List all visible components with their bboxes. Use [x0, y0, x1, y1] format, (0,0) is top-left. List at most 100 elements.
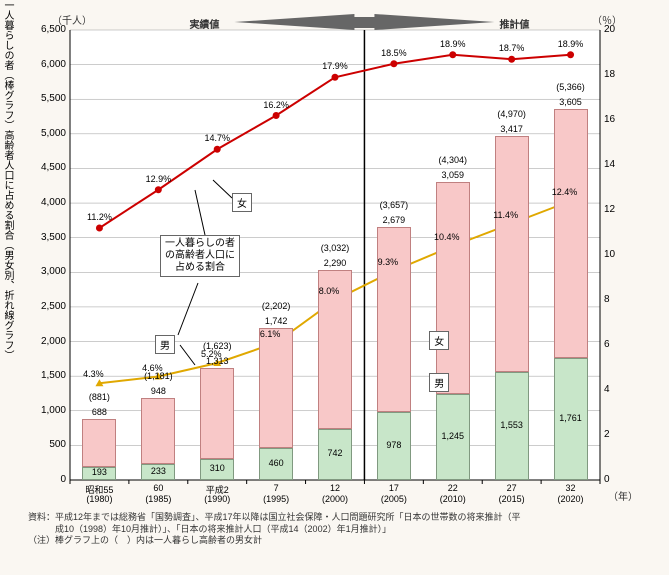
- val-female: 3,605: [545, 97, 597, 107]
- val-total: (1,181): [132, 371, 184, 381]
- ytick-left: 6,000: [26, 59, 66, 70]
- val-female: 2,290: [309, 258, 361, 268]
- xtick: 22: [427, 483, 479, 493]
- pct-male: 9.3%: [362, 257, 414, 267]
- xtick-year: (2010): [427, 494, 479, 504]
- ytick-right: 6: [604, 339, 610, 350]
- xtick: 27: [486, 483, 538, 493]
- pct-male: 5.2%: [185, 349, 237, 359]
- arrow-label-right: 推計値: [499, 16, 529, 31]
- xtick: 60: [132, 483, 184, 493]
- val-male: 978: [368, 440, 420, 450]
- xtick-year: (2000): [309, 494, 361, 504]
- bar-female: [436, 182, 470, 394]
- ytick-right: 4: [604, 384, 610, 395]
- ytick-left: 0: [26, 474, 66, 485]
- ytick-right: 2: [604, 429, 610, 440]
- pct-male: 11.4%: [480, 210, 532, 220]
- xtick-year: (1985): [132, 494, 184, 504]
- pct-male: 8.0%: [303, 286, 355, 296]
- val-female: 3,417: [486, 124, 538, 134]
- unit-left: （千人）: [52, 12, 92, 27]
- unit-x: （年）: [608, 488, 638, 503]
- pct-female: 18.7%: [486, 43, 538, 53]
- legend-female-box: 女: [429, 331, 449, 350]
- pct-female: 12.9%: [132, 174, 184, 184]
- ytick-left: 1,500: [26, 370, 66, 381]
- pct-male: 12.4%: [539, 187, 591, 197]
- bar-female: [141, 398, 175, 464]
- ytick-left: 1,000: [26, 405, 66, 416]
- bar-female: [554, 109, 588, 359]
- bar-female: [495, 136, 529, 373]
- pct-female: 16.2%: [250, 100, 302, 110]
- pct-female: 14.7%: [191, 133, 243, 143]
- val-total: (5,366): [545, 82, 597, 92]
- ytick-right: 8: [604, 294, 610, 305]
- val-male: 193: [73, 467, 125, 477]
- val-total: (2,202): [250, 301, 302, 311]
- val-female: 948: [132, 386, 184, 396]
- xtick-year: (2015): [486, 494, 538, 504]
- val-total: (4,304): [427, 155, 479, 165]
- xtick: 12: [309, 483, 361, 493]
- pct-female: 18.5%: [368, 48, 420, 58]
- val-male: 233: [132, 466, 184, 476]
- pct-male: 6.1%: [244, 329, 296, 339]
- ytick-left: 4,500: [26, 162, 66, 173]
- ytick-left: 5,000: [26, 128, 66, 139]
- pct-male: 4.3%: [67, 369, 119, 379]
- ytick-left: 3,000: [26, 266, 66, 277]
- xtick: 7: [250, 483, 302, 493]
- bar-female: [377, 227, 411, 412]
- xtick: 17: [368, 483, 420, 493]
- xtick: 32: [545, 483, 597, 493]
- val-female: 688: [73, 407, 125, 417]
- ytick-right: 0: [604, 474, 610, 485]
- bar-female: [82, 419, 116, 467]
- source-text: 資料：平成12年までは総務省「国勢調査」、平成17年以降は国立社会保障・人口問題…: [28, 512, 521, 547]
- ytick-right: 14: [604, 159, 615, 170]
- val-female: 2,679: [368, 215, 420, 225]
- pct-female: 11.2%: [73, 212, 125, 222]
- ytick-right: 10: [604, 249, 615, 260]
- val-female: 1,742: [250, 316, 302, 326]
- bar-female: [200, 368, 234, 459]
- pct-male: 10.4%: [421, 232, 473, 242]
- val-total: (3,032): [309, 243, 361, 253]
- val-total: (881): [73, 392, 125, 402]
- val-male: 1,245: [427, 431, 479, 441]
- annotation: 一人暮らしの者 の高齢者人口に 占める割合: [160, 235, 240, 277]
- unit-right: （％）: [592, 12, 622, 27]
- pct-female: 18.9%: [427, 39, 479, 49]
- legend-male: 男: [155, 335, 175, 354]
- val-female: 3,059: [427, 170, 479, 180]
- ytick-left: 500: [26, 439, 66, 450]
- val-male: 460: [250, 458, 302, 468]
- val-total: (3,657): [368, 200, 420, 210]
- bar-female: [259, 328, 293, 449]
- ytick-left: 2,500: [26, 301, 66, 312]
- ytick-left: 3,500: [26, 232, 66, 243]
- xtick-year: (1980): [73, 494, 125, 504]
- pct-male: 4.6%: [126, 363, 178, 373]
- val-total: (4,970): [486, 109, 538, 119]
- ytick-left: 5,500: [26, 93, 66, 104]
- xtick-year: (1995): [250, 494, 302, 504]
- arrow-label-left: 実績値: [189, 16, 219, 31]
- val-male: 310: [191, 463, 243, 473]
- xtick-year: (1990): [191, 494, 243, 504]
- ytick-right: 18: [604, 69, 615, 80]
- xtick-year: (2020): [545, 494, 597, 504]
- val-male: 1,761: [545, 413, 597, 423]
- legend-male-box: 男: [429, 373, 449, 392]
- ytick-right: 12: [604, 204, 615, 215]
- val-male: 742: [309, 448, 361, 458]
- ytick-right: 16: [604, 114, 615, 125]
- pct-female: 17.9%: [309, 61, 361, 71]
- legend-female: 女: [232, 193, 252, 212]
- ytick-left: 4,000: [26, 197, 66, 208]
- pct-female: 18.9%: [545, 39, 597, 49]
- ytick-left: 2,000: [26, 336, 66, 347]
- xtick-year: (2005): [368, 494, 420, 504]
